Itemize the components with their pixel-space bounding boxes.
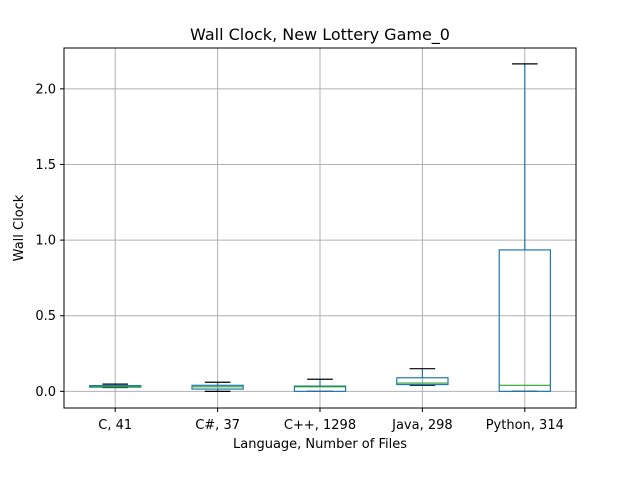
y-tick-label: 0.0 <box>35 385 56 400</box>
x-tick-label: C, 41 <box>98 418 132 433</box>
y-axis-label: Wall Clock <box>12 194 27 261</box>
x-tick-label: Python, 314 <box>486 418 564 433</box>
box-3 <box>396 368 449 386</box>
x-tick-label: Java, 298 <box>391 418 453 433</box>
x-tick-label: C++, 1298 <box>284 418 356 433</box>
y-tick-label: 2.0 <box>35 82 56 97</box>
iqr-box <box>396 377 449 386</box>
x-tick-label: C#, 37 <box>195 418 240 433</box>
chart-title: Wall Clock, New Lottery Game_0 <box>190 25 450 45</box>
y-tick-label: 1.0 <box>35 234 56 249</box>
box-layer <box>88 63 552 392</box>
box-4 <box>498 63 552 392</box>
x-axis-label: Language, Number of Files <box>233 437 407 452</box>
iqr-box <box>293 385 347 392</box>
tick-layer: 0.0 0.5 1.0 1.5 2.0 C, 41 C#, 37 C++, 1298 Java,… <box>35 82 564 433</box>
box-0 <box>88 383 142 389</box>
box-1 <box>191 381 244 392</box>
y-tick-label: 0.5 <box>35 309 56 324</box>
y-tick-label: 1.5 <box>35 158 56 173</box>
box-2 <box>293 378 347 392</box>
iqr-box <box>498 249 552 392</box>
